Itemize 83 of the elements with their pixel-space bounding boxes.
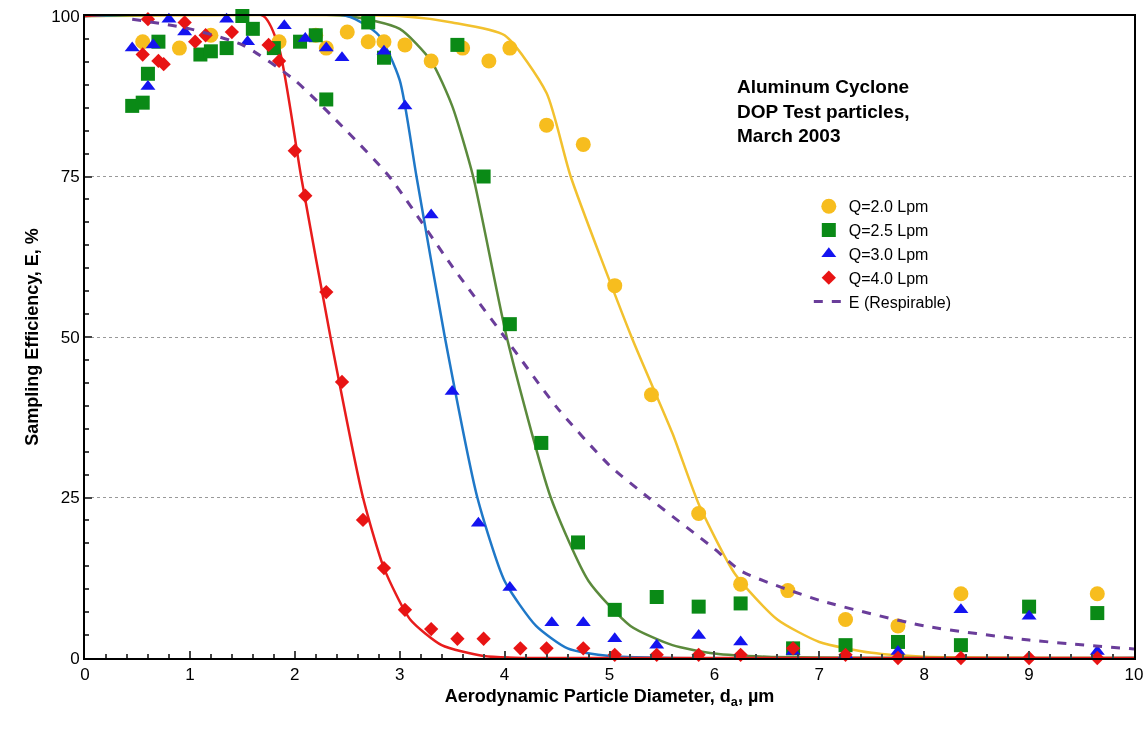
point: [171, 40, 187, 56]
legend-label: Q=4.0 Lpm: [848, 269, 929, 287]
x-tick-label: 9: [1024, 665, 1034, 685]
legend-label: Q=2.5 Lpm: [848, 222, 929, 240]
point: [287, 143, 302, 158]
point: [649, 647, 664, 662]
point: [890, 634, 905, 649]
point: [1090, 606, 1105, 621]
point: [607, 602, 622, 617]
y-tick-label: 100: [51, 6, 80, 26]
point: [539, 641, 554, 656]
point: [450, 631, 465, 646]
x-tick-label: 4: [499, 665, 510, 685]
point: [502, 40, 518, 56]
y-tick-label: 75: [60, 167, 80, 187]
point: [953, 586, 969, 602]
y-tick-label: 0: [70, 648, 80, 668]
point: [319, 284, 334, 300]
y-tick-label: 25: [60, 488, 80, 508]
point: [571, 535, 586, 550]
point: [481, 53, 497, 69]
point: [691, 647, 706, 662]
point: [397, 602, 413, 617]
point: [691, 506, 707, 522]
point: [334, 374, 350, 390]
legend-label: Q=3.0 Lpm: [848, 246, 929, 264]
point: [534, 435, 549, 450]
point: [423, 53, 439, 69]
point: [203, 44, 218, 59]
point: [319, 92, 334, 107]
legend-label: E (Respirable): [848, 293, 952, 311]
legend-label: Q=2.0 Lpm: [848, 198, 929, 216]
point: [298, 188, 313, 203]
x-tick-label: 10: [1124, 665, 1144, 685]
x-tick-label: 7: [814, 665, 825, 685]
point: [953, 638, 968, 653]
x-tick-label: 3: [394, 665, 405, 685]
point: [502, 317, 517, 332]
x-axis-title: Aerodynamic Particle Diameter, d$_{a}$, µm: [444, 686, 775, 709]
point: [140, 66, 155, 81]
x-tick-label: 2: [290, 665, 300, 685]
point: [376, 560, 392, 576]
point: [361, 15, 376, 30]
point: [476, 631, 491, 646]
point: [607, 278, 623, 294]
annotation: Aluminum Cyclone DOP Test particles, March 2003: [737, 76, 910, 147]
point: [476, 169, 491, 184]
point: [188, 34, 203, 49]
point: [177, 15, 192, 30]
point: [424, 621, 439, 637]
point: [576, 641, 591, 656]
point: [135, 34, 151, 50]
point: [539, 117, 555, 133]
y-tick-label: 50: [60, 327, 80, 347]
point: [733, 596, 748, 611]
point: [397, 37, 413, 53]
point: [135, 47, 150, 62]
point: [691, 599, 706, 614]
point: [649, 590, 664, 605]
point: [513, 641, 528, 656]
point: [339, 24, 355, 40]
point: [376, 34, 392, 50]
point: [643, 387, 659, 403]
x-tick-label: 5: [604, 665, 615, 685]
x-tick-label: 8: [919, 665, 929, 685]
point: [245, 21, 260, 36]
point: [224, 24, 240, 40]
y-axis-title: Sampling Efficiency, E, %: [21, 228, 42, 446]
point: [261, 37, 276, 53]
point: [575, 136, 591, 152]
x-tick-label: 1: [185, 665, 195, 685]
point: [1089, 586, 1105, 602]
x-tick-label: 6: [709, 665, 720, 685]
point: [1022, 599, 1037, 614]
point: [135, 95, 150, 110]
point: [271, 53, 287, 69]
point: [355, 512, 371, 528]
point: [450, 37, 465, 52]
point: [733, 576, 749, 592]
point: [838, 638, 853, 653]
point: [219, 41, 234, 56]
point: [360, 34, 376, 50]
point: [838, 611, 854, 627]
